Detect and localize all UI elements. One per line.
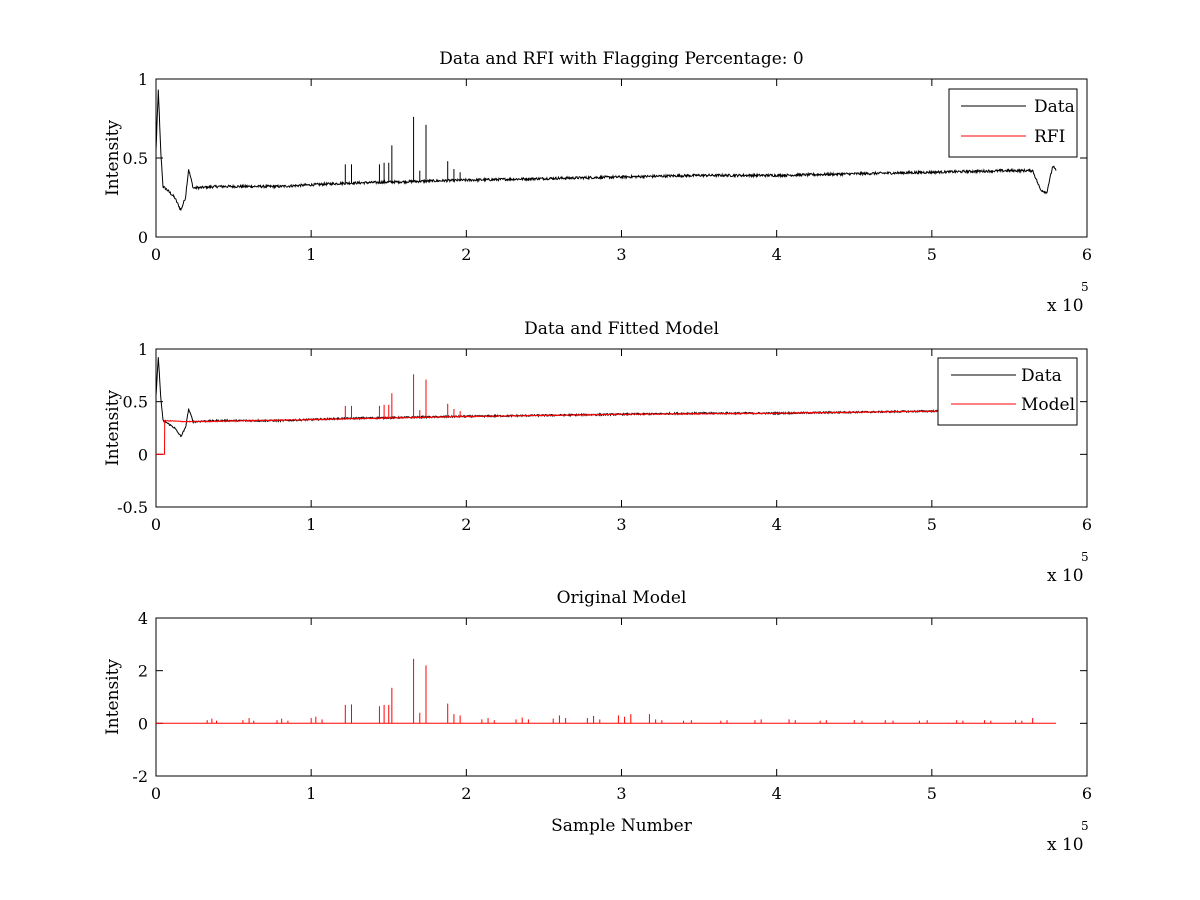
x-axis-label: Sample Number — [551, 816, 693, 836]
x-tick-label: 1 — [306, 784, 316, 803]
axes-box — [155, 348, 1088, 508]
x-multiplier: x 10 — [1047, 835, 1084, 855]
legend-label-data: Data — [1021, 366, 1062, 386]
plot-area — [156, 357, 1057, 455]
legend: Data Model — [937, 357, 1078, 426]
x-multiplier-exponent: 5 — [1081, 550, 1089, 564]
y-axis-label: Intensity — [103, 659, 123, 735]
y-tick-label: -2 — [132, 767, 148, 786]
x-tick-label: 4 — [772, 515, 782, 534]
y-axis-label: Intensity — [103, 120, 123, 196]
legend-label-data: Data — [1034, 97, 1075, 117]
x-multiplier: x 10 — [1047, 566, 1084, 586]
x-tick-label: 2 — [461, 515, 471, 534]
legend-box — [948, 88, 1078, 158]
x-multiplier: x 10 — [1047, 296, 1084, 316]
y-axis-label: Intensity — [103, 390, 123, 466]
x-tick-label: 5 — [927, 245, 937, 264]
x-tick-label: 3 — [616, 515, 626, 534]
x-tick-label: 6 — [1082, 245, 1092, 264]
x-tick-label: 2 — [461, 245, 471, 264]
legend-label-model: Model — [1021, 395, 1075, 415]
x-tick-label: 3 — [616, 245, 626, 264]
subplot-title: Data and RFI with Flagging Percentage: 0 — [439, 49, 803, 69]
subplot-title: Original Model — [557, 588, 687, 608]
x-tick-label: 5 — [927, 784, 937, 803]
series-line-model — [156, 409, 1057, 455]
y-tick-label: 0 — [138, 445, 148, 464]
subplot-title: Data and Fitted Model — [524, 319, 719, 339]
plot-area — [156, 658, 1056, 724]
series-line-data — [156, 89, 1057, 211]
x-tick-label: 1 — [306, 245, 316, 264]
legend: Data RFI — [948, 88, 1078, 158]
subplot-1: Data and RFI with Flagging Percentage: 0… — [103, 49, 1092, 316]
y-tick-label: 1 — [138, 340, 148, 359]
axes-box — [155, 78, 1088, 238]
y-tick-label: 0.5 — [123, 149, 148, 168]
y-tick-label: 0 — [138, 228, 148, 247]
x-multiplier-exponent: 5 — [1081, 819, 1089, 833]
axes-box — [155, 617, 1088, 777]
y-tick-label: 0.5 — [123, 393, 148, 412]
y-tick-label: 4 — [138, 609, 148, 628]
x-tick-label: 2 — [461, 784, 471, 803]
x-tick-label: 6 — [1082, 515, 1092, 534]
y-tick-label: -0.5 — [117, 498, 148, 517]
x-tick-label: 0 — [151, 245, 161, 264]
legend-box — [937, 357, 1078, 426]
y-tick-label: 2 — [138, 662, 148, 681]
x-tick-label: 1 — [306, 515, 316, 534]
y-tick-label: 0 — [138, 714, 148, 733]
y-tick-label: 1 — [138, 70, 148, 89]
x-multiplier-exponent: 5 — [1081, 280, 1089, 294]
x-tick-label: 0 — [151, 515, 161, 534]
x-tick-label: 5 — [927, 515, 937, 534]
x-tick-label: 0 — [151, 784, 161, 803]
x-tick-label: 6 — [1082, 784, 1092, 803]
legend-label-rfi: RFI — [1034, 127, 1065, 147]
x-tick-label: 4 — [772, 784, 782, 803]
x-tick-label: 4 — [772, 245, 782, 264]
plot-area — [156, 89, 1057, 211]
x-tick-label: 3 — [616, 784, 626, 803]
